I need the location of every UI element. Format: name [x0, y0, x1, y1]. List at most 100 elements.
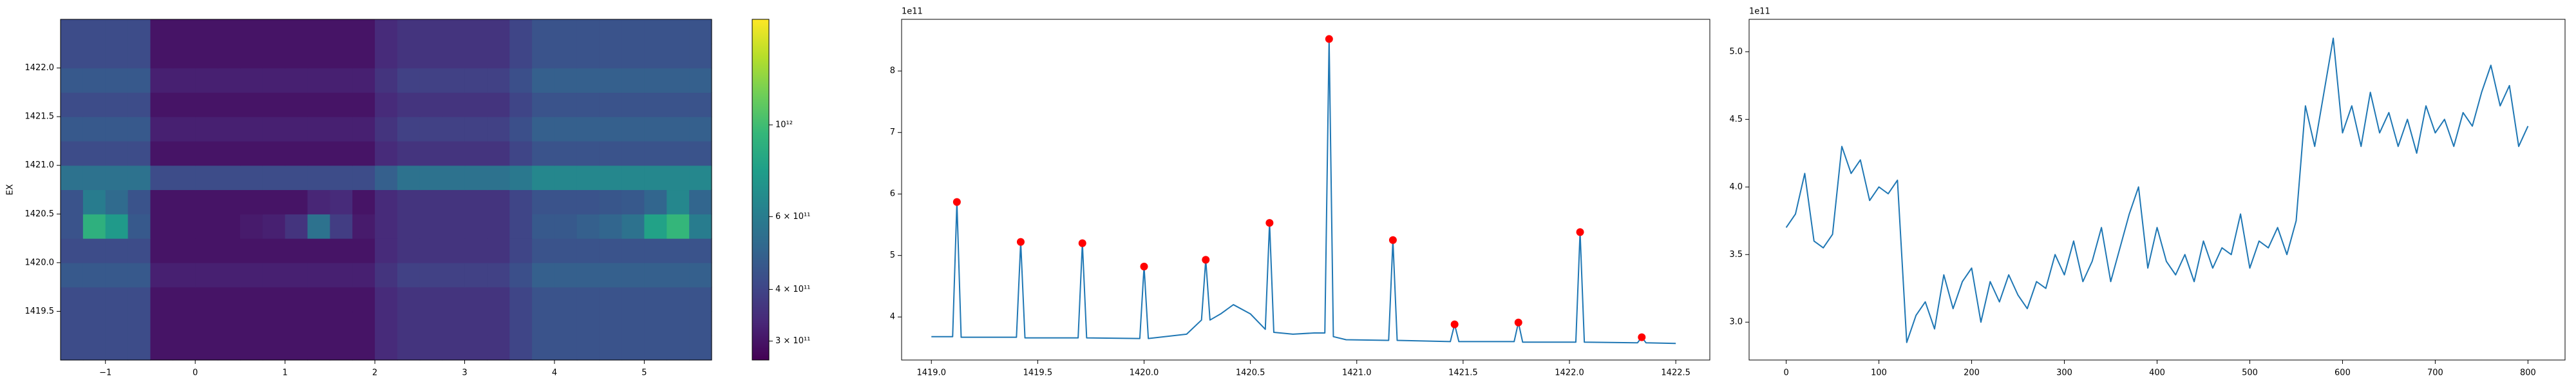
heatmap-cell [330, 43, 353, 69]
heatmap-cell [576, 262, 600, 288]
heatmap-cell [442, 92, 466, 117]
heatmap-cell [218, 19, 241, 44]
y-tick-label: 5 [890, 251, 895, 260]
y-tick-label: 3.5 [1729, 250, 1743, 260]
heatmap-cell [689, 189, 712, 214]
y-tick-label: 1421.0 [25, 160, 55, 170]
heatmap-cell [554, 311, 578, 336]
heatmap-cell [487, 311, 510, 336]
heatmap-cell [487, 92, 510, 117]
heatmap-cell [576, 92, 600, 117]
heatmap-cell [621, 19, 645, 44]
heatmap-cell [554, 68, 578, 93]
heatmap-cell [532, 238, 555, 263]
heatmap-cell [689, 92, 712, 117]
heatmap-cell [61, 92, 84, 117]
heatmap-cell [621, 189, 645, 214]
heatmap-cell [330, 68, 353, 93]
heatmap-cell [330, 238, 353, 263]
peak-marker [1638, 333, 1646, 341]
heatmap-cell [82, 214, 106, 239]
heatmap-cell [487, 336, 510, 361]
heatmap-cell [82, 336, 106, 361]
heatmap-cell [82, 68, 106, 93]
heatmap-cell [464, 262, 488, 288]
heatmap-cell [240, 68, 263, 93]
heatmap-cell [240, 238, 263, 263]
heatmap-cell [442, 238, 466, 263]
x-tick-label: 1422.5 [1661, 368, 1690, 378]
heatmap-cell [262, 117, 286, 142]
heatmap-cell [419, 140, 443, 166]
heatmap-cell [667, 117, 690, 142]
heatmap-cell [330, 262, 353, 288]
heatmap-cell [442, 165, 466, 191]
heatmap-cell [105, 43, 129, 69]
heatmap-cell [330, 117, 353, 142]
y-tick-label: 6 [890, 189, 895, 199]
heatmap-cell [532, 336, 555, 361]
heatmap-cell [464, 165, 488, 191]
heatmap-cell [397, 92, 421, 117]
heatmap-cell [240, 262, 263, 288]
heatmap-cell [128, 214, 151, 239]
heatmap-cell [61, 214, 84, 239]
heatmap-cell [464, 287, 488, 312]
heatmap-cell [240, 43, 263, 69]
heatmap-cell [621, 287, 645, 312]
heatmap-cell [375, 214, 398, 239]
heatmap-cell [218, 189, 241, 214]
heatmap-cell [576, 140, 600, 166]
heatmap-cell [375, 165, 398, 191]
colorbar-tick-label: 6 × 10¹¹ [775, 212, 810, 222]
heatmap-cell [532, 43, 555, 69]
heatmap-cell [419, 117, 443, 142]
heatmap-cell [307, 165, 330, 191]
heatmap-cell [621, 238, 645, 263]
heatmap-cell [442, 287, 466, 312]
heatmap-cell [667, 262, 690, 288]
heatmap-cell [464, 336, 488, 361]
heatmap-cell [689, 336, 712, 361]
heatmap-cell [667, 336, 690, 361]
heatmap-cell [330, 189, 353, 214]
heatmap-cell [419, 238, 443, 263]
x-tick-label: 3 [462, 368, 467, 378]
heatmap-cell [262, 68, 286, 93]
heatmap-cell [397, 165, 421, 191]
heatmap-cell [554, 287, 578, 312]
y-offset-label: 1e11 [902, 7, 923, 17]
heatmap-cell [487, 68, 510, 93]
heatmap-cell [375, 189, 398, 214]
heatmap-cell [240, 287, 263, 312]
heatmap-cell [352, 19, 375, 44]
heatmap-cell [173, 214, 196, 239]
heatmap-cell [464, 140, 488, 166]
y-tick-label: 4.0 [1729, 182, 1743, 192]
heatmap-cell [262, 336, 286, 361]
x-tick-label: 400 [2149, 368, 2165, 378]
x-tick-label: 1421.0 [1342, 368, 1372, 378]
y-tick-label: 1421.5 [25, 112, 55, 122]
heatmap-cell [599, 287, 623, 312]
heatmap-cell [487, 287, 510, 312]
heatmap-cell [195, 140, 218, 166]
heatmap-cell [487, 214, 510, 239]
heatmap-cell [240, 19, 263, 44]
heatmap-cell [442, 117, 466, 142]
heatmap-cell [509, 214, 533, 239]
heatmap-cell [621, 311, 645, 336]
heatmap-cell [150, 19, 173, 44]
x-tick-label: 1419.5 [1023, 368, 1053, 378]
heatmap-cell [442, 68, 466, 93]
x-tick-label: 1421.5 [1448, 368, 1478, 378]
heatmap-cell [173, 19, 196, 44]
heatmap-cell [464, 311, 488, 336]
heatmap-cell [352, 165, 375, 191]
heatmap-cell [599, 214, 623, 239]
heatmap-cell [218, 43, 241, 69]
heatmap-cell [307, 19, 330, 44]
y-tick-label: 1420.0 [25, 258, 55, 267]
heatmap-cell [173, 140, 196, 166]
heatmap-cell [82, 238, 106, 263]
